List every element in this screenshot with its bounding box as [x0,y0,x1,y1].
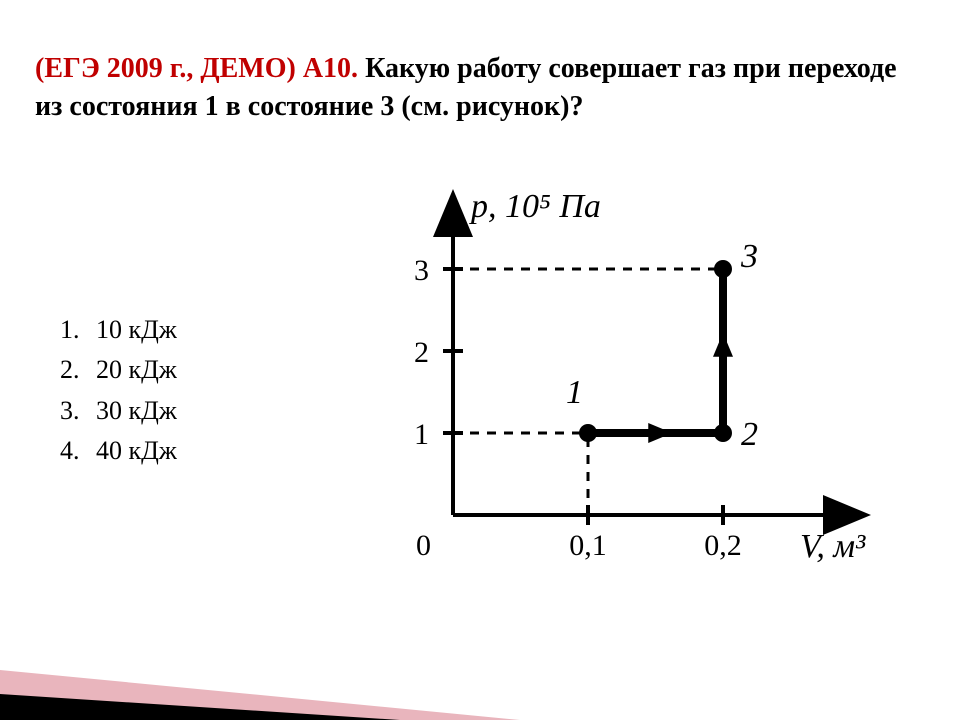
answer-text: 40 кДж [96,431,177,471]
answer-text: 10 кДж [96,310,177,350]
answer-option: 3.30 кДж [60,391,177,431]
svg-text:0: 0 [416,529,431,562]
question-prefix: (ЕГЭ 2009 г., ДЕМО) А10. [35,53,358,84]
svg-text:p, 10⁵ Па: p, 10⁵ Па [469,188,601,225]
slide-decoration [0,650,960,720]
svg-text:V, м³: V, м³ [800,528,866,565]
pv-diagram: 1 2 3 0,1 0,2 0 1 2 3 p, 10⁵ Па V, м³ [335,185,895,605]
svg-text:2: 2 [414,336,429,369]
svg-text:2: 2 [741,416,758,453]
answer-text: 30 кДж [96,391,177,431]
answer-text: 20 кДж [96,350,177,390]
answer-option: 1.10 кДж [60,310,177,350]
svg-text:1: 1 [414,418,429,451]
answer-number: 4. [60,431,96,471]
svg-text:3: 3 [414,254,429,287]
answer-number: 3. [60,391,96,431]
answer-number: 1. [60,310,96,350]
answer-list: 1.10 кДж2.20 кДж3.30 кДж4.40 кДж [60,310,177,471]
answer-option: 2.20 кДж [60,350,177,390]
answer-number: 2. [60,350,96,390]
svg-text:0,2: 0,2 [704,529,742,562]
answer-option: 4.40 кДж [60,431,177,471]
svg-text:0,1: 0,1 [569,529,607,562]
question-text: (ЕГЭ 2009 г., ДЕМО) А10. Какую работу со… [35,50,905,126]
svg-text:3: 3 [740,238,758,275]
svg-text:1: 1 [566,374,583,411]
